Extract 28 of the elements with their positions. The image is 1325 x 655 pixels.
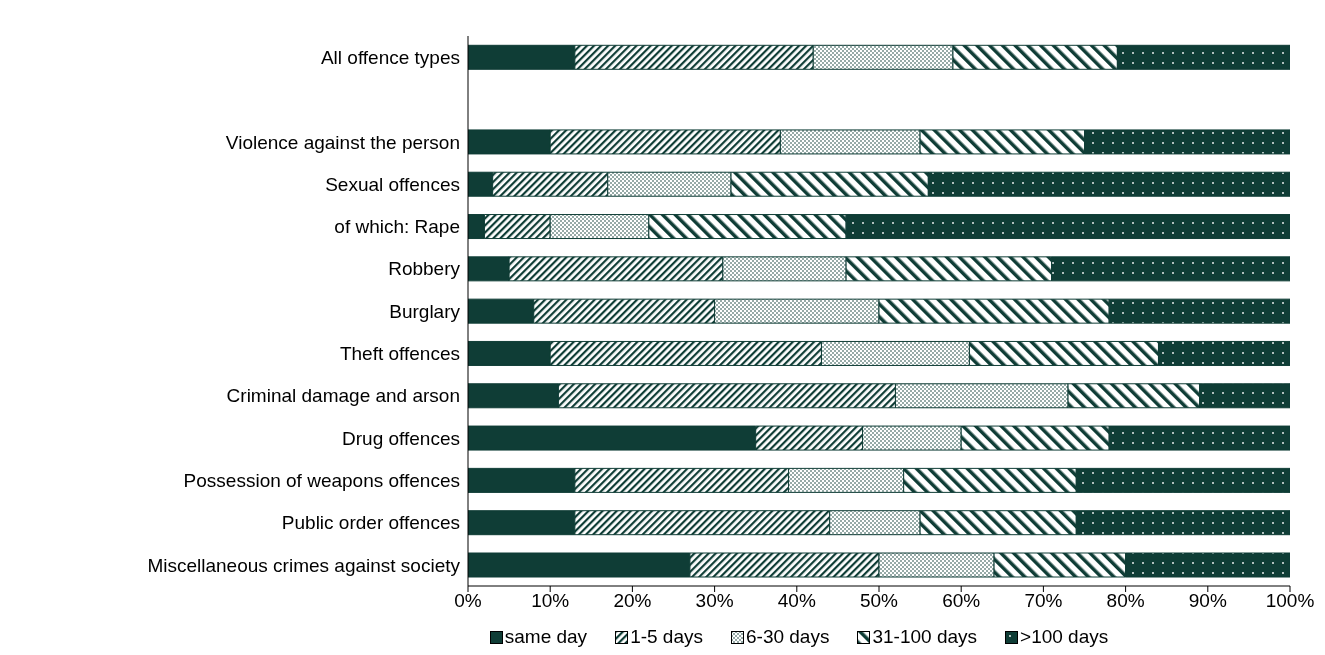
y-tick-label: Criminal damage and arson: [226, 385, 460, 407]
x-tick-label: 50%: [859, 590, 899, 612]
y-tick-label: Theft offences: [339, 343, 460, 365]
legend-label: 6-30 days: [745, 626, 830, 648]
y-tick-label: Violence against the person: [225, 131, 460, 153]
x-tick-label: 90%: [1188, 590, 1227, 612]
x-tick-label: 80%: [1106, 590, 1145, 612]
x-tick-label: 10%: [531, 590, 570, 612]
y-tick-label: Public order offences: [281, 512, 460, 534]
x-tick-label: 70%: [1024, 590, 1063, 612]
x-tick-label: 40%: [777, 590, 816, 612]
x-tick-label: 0%: [454, 590, 482, 612]
y-tick-label: Burglary: [389, 300, 461, 322]
legend-label: same day: [503, 626, 588, 648]
y-tick-label: Sexual offences: [325, 173, 460, 195]
legend-label: >100 days: [1019, 626, 1109, 648]
x-tick-label: 60%: [942, 590, 981, 612]
y-tick-label: Miscellaneous crimes against society: [147, 554, 461, 576]
x-tick-label: 20%: [613, 590, 652, 612]
legend-label: 1-5 days: [629, 626, 703, 648]
x-tick-label: 100%: [1265, 590, 1315, 612]
x-tick-label: 30%: [695, 590, 734, 612]
y-tick-label: Possession of weapons offences: [183, 469, 460, 491]
legend-label: 31-100 days: [871, 626, 978, 648]
y-tick-label: Robbery: [388, 258, 461, 280]
y-tick-label: All offence types: [320, 46, 460, 68]
y-tick-label: of which: Rape: [334, 216, 460, 238]
y-tick-label: Drug offences: [342, 427, 460, 449]
